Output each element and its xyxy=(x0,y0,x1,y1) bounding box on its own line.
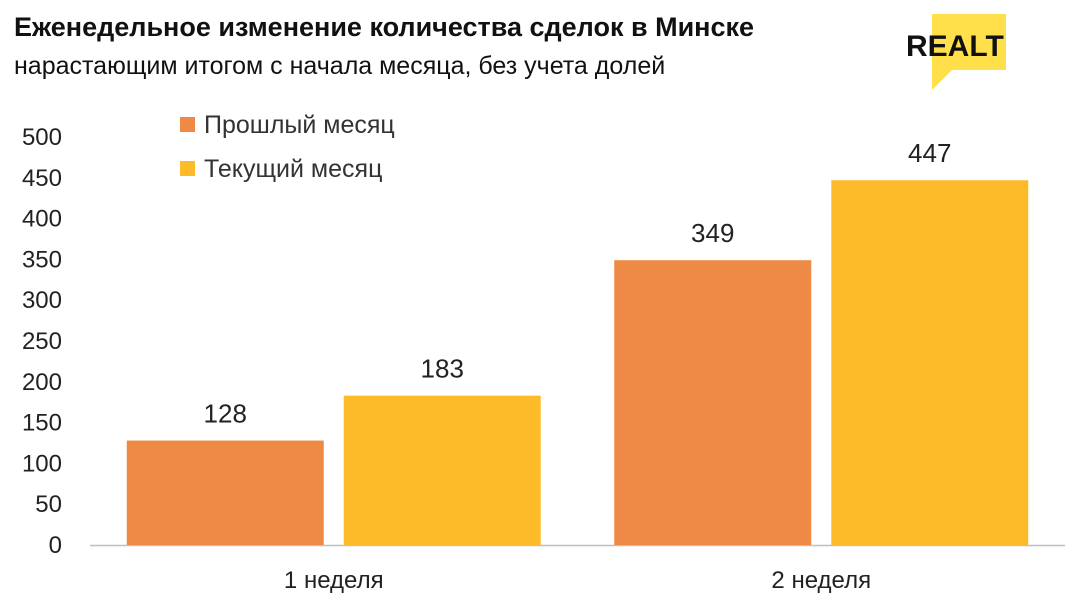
data-label: 349 xyxy=(691,218,734,248)
bar-prev-2 xyxy=(614,260,812,545)
bar-prev-1 xyxy=(126,440,324,545)
data-labels: 128 183 349 447 xyxy=(204,138,952,428)
category-labels: 1 неделя 2 неделя xyxy=(284,567,871,594)
y-tick-label: 350 xyxy=(22,246,62,273)
legend-swatch xyxy=(180,161,195,176)
y-tick-label: 0 xyxy=(49,532,62,559)
y-tick-label: 500 xyxy=(22,124,62,151)
chart-title: Еженедельное изменение количества сделок… xyxy=(14,12,755,42)
legend-swatch xyxy=(180,117,195,132)
chart-subtitle: нарастающим итогом с начала месяца, без … xyxy=(14,52,666,80)
y-tick-label: 250 xyxy=(22,328,62,355)
y-tick-label: 400 xyxy=(22,206,62,233)
data-label: 183 xyxy=(421,354,464,384)
realt-logo: REALT xyxy=(906,14,1006,90)
bar-curr-1 xyxy=(343,395,541,545)
data-label: 128 xyxy=(204,399,247,429)
y-axis-ticks: 0 50 100 150 200 250 300 350 400 450 500 xyxy=(22,124,62,559)
legend: Прошлый месяц Текущий месяц xyxy=(180,111,395,183)
bars xyxy=(126,180,1029,546)
category-label: 2 неделя xyxy=(771,567,871,594)
y-tick-label: 450 xyxy=(22,165,62,192)
bar-curr-2 xyxy=(831,180,1029,546)
realt-logo-shape xyxy=(932,14,1006,90)
y-tick-label: 150 xyxy=(22,410,62,437)
y-tick-label: 100 xyxy=(22,450,62,477)
y-tick-label: 200 xyxy=(22,369,62,396)
y-tick-label: 50 xyxy=(35,491,62,518)
y-tick-label: 300 xyxy=(22,287,62,314)
realt-logo-text: REALT xyxy=(906,30,1004,63)
legend-label: Текущий месяц xyxy=(204,155,382,183)
data-label: 447 xyxy=(908,138,951,168)
category-label: 1 неделя xyxy=(284,567,384,594)
legend-label: Прошлый месяц xyxy=(204,111,395,139)
